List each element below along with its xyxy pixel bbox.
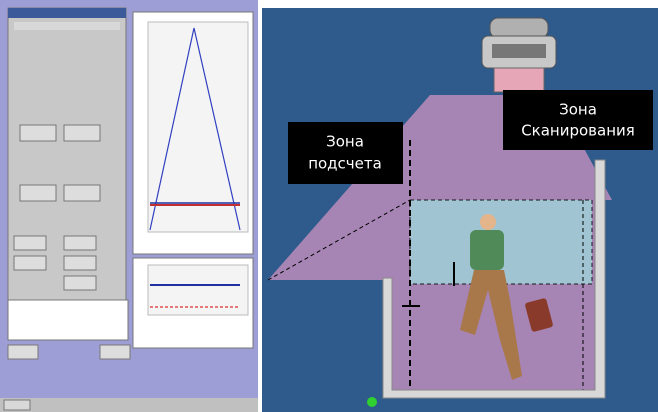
walls — [382, 159, 606, 399]
button[interactable] — [19, 124, 57, 142]
button[interactable] — [13, 255, 47, 271]
button[interactable] — [63, 235, 97, 251]
button[interactable] — [7, 344, 39, 360]
button[interactable] — [19, 184, 57, 202]
label-text: Зона — [326, 133, 364, 151]
scan-profile — [149, 27, 241, 231]
person — [460, 214, 553, 380]
camera — [481, 17, 557, 93]
label-box — [288, 122, 403, 184]
beam-edge — [267, 199, 411, 281]
button[interactable] — [13, 235, 47, 251]
log-panel — [7, 299, 129, 341]
label-text: подсчета — [308, 155, 382, 173]
label-text: Сканирования — [521, 122, 635, 140]
marker — [367, 397, 377, 407]
label-box — [503, 90, 653, 150]
settings-window — [7, 7, 127, 321]
window-titlebar — [8, 8, 126, 18]
start-button[interactable] — [3, 399, 31, 411]
button[interactable] — [99, 344, 131, 360]
button[interactable] — [63, 255, 97, 271]
plot-area — [147, 21, 249, 233]
label-text: Зона — [559, 101, 597, 119]
taskbar — [0, 398, 258, 412]
software-screenshot — [0, 0, 258, 412]
button[interactable] — [63, 275, 97, 291]
button[interactable] — [63, 184, 101, 202]
illustration: Зона подсчета Зона Сканирования — [262, 8, 658, 412]
button[interactable] — [63, 124, 101, 142]
tab-strip — [14, 22, 120, 30]
